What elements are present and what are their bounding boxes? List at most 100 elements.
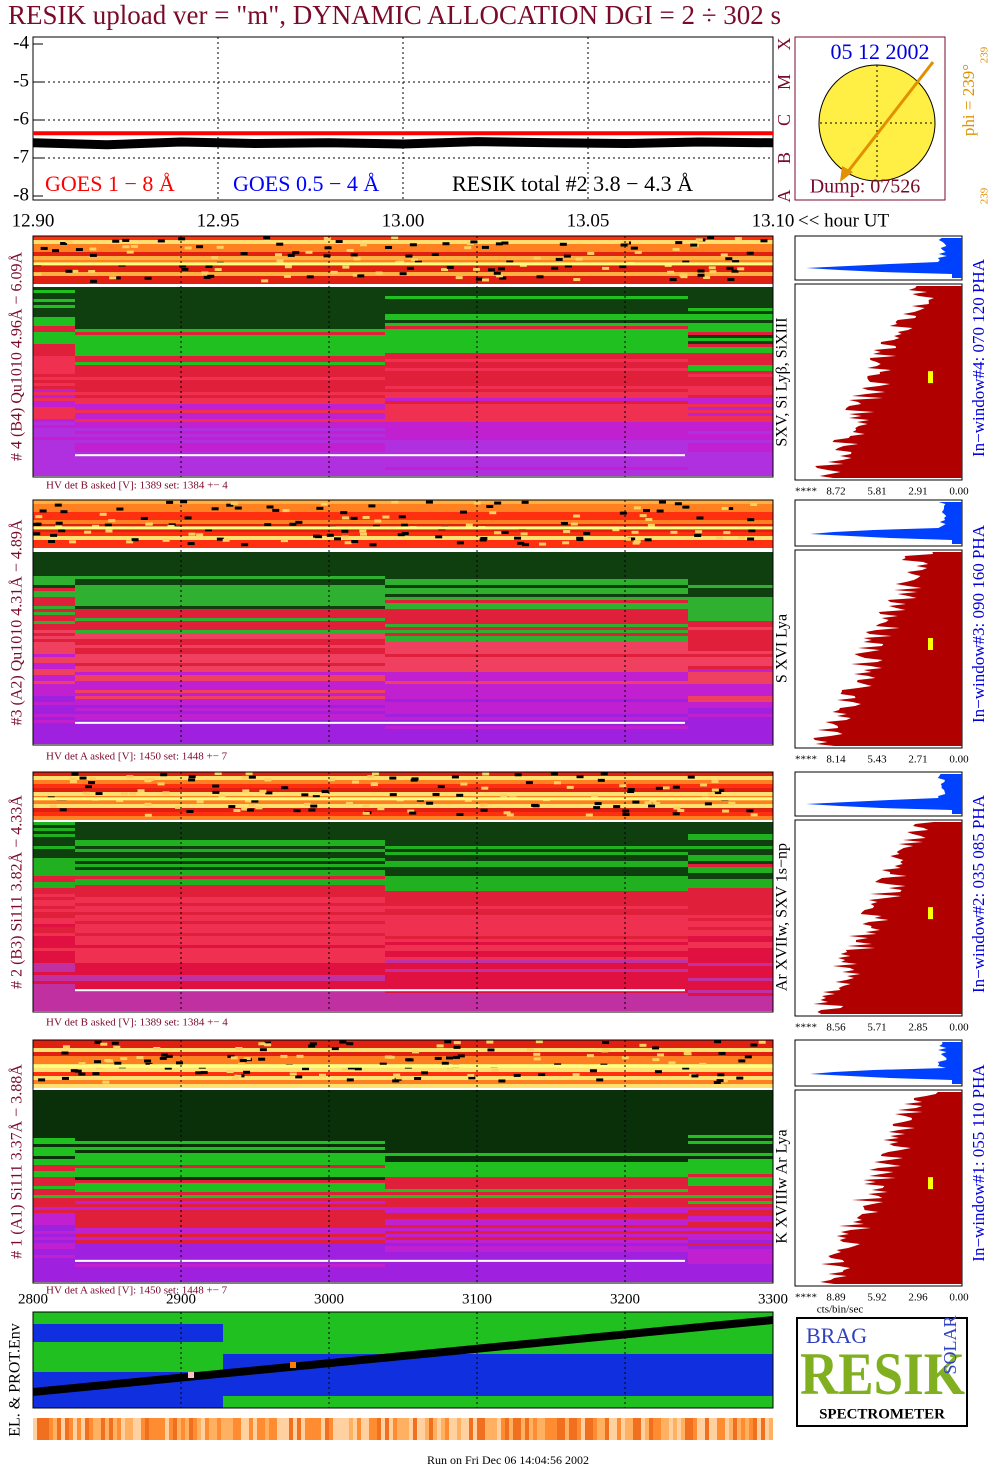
spectrogram-row [688,401,773,404]
spectrogram-row [33,609,75,612]
noise-cell [550,772,558,776]
spectrogram-row [33,455,75,458]
spectrogram-row [75,843,385,846]
spectrogram-row [75,395,385,398]
count-stripe [653,1418,657,1440]
spectrogram-row [385,320,688,323]
spectrogram-row [33,449,75,452]
spectrogram-row [688,314,773,317]
spectrogram-row [385,1105,688,1108]
spectrogram-row [385,452,688,455]
count-stripe [457,1418,461,1440]
spectrogram-row [33,314,75,317]
spectrogram-row [688,1222,773,1225]
count-stripe [665,1418,669,1440]
spectrogram-row [385,831,688,834]
x-tick-label: 13.05 [567,210,610,231]
spectrogram-row [33,561,75,564]
env-row [33,1357,223,1360]
spectrogram-row [33,906,75,909]
spectrogram-row [688,1207,773,1210]
spectrogram-row [75,669,385,672]
count-stripe [697,1418,701,1440]
spectrogram-row [75,879,385,882]
logo-name: SPECTROMETER [819,1406,945,1422]
noise-cell [441,1061,449,1065]
count-stripe [317,1418,321,1440]
spectrogram-row [33,392,75,395]
noise-band [33,276,773,280]
spectrogram-row [75,1261,385,1264]
spectrogram-row [75,720,385,723]
spectrogram-row [385,1162,688,1165]
spectrogram-row [688,669,773,672]
noise-cell [737,267,745,271]
spectrogram-row [688,1120,773,1123]
count-stripe [609,1418,613,1440]
spectrogram-row [33,852,75,855]
count-stripe [333,1418,337,1440]
spectrogram-row [75,431,385,434]
spectrogram-row [385,576,688,579]
spectrogram-row [75,594,385,597]
noise-cell [116,799,124,803]
spectrogram-row [385,1198,688,1201]
noise-cell [216,245,224,249]
spectrogram-row [75,317,385,320]
spectrogram-row [75,1168,385,1171]
noise-cell [258,1057,266,1061]
spectrogram-row [385,879,688,882]
spectrogram-row [75,1135,385,1138]
spectrogram-row [688,594,773,597]
noise-cell [412,1050,420,1054]
noise-cell [245,799,253,803]
spectrogram-row [688,849,773,852]
env-row [33,1399,223,1402]
noise-cell [310,804,318,808]
spectrogram-row [688,981,773,984]
count-stripe [41,1418,45,1440]
pha-tick-label: 8.56 [826,1022,846,1034]
spectrogram-row [75,401,385,404]
noise-cell [500,794,508,798]
spectrogram-row [75,972,385,975]
noise-cell [35,515,43,519]
noise-cell [481,786,489,790]
spectrogram-row [688,906,773,909]
noise-cell [331,1047,339,1051]
spectrogram-row [75,942,385,945]
spectrogram-row [75,1276,385,1279]
count-stripe [305,1418,309,1440]
noise-cell [126,775,134,779]
spectrogram-row [385,389,688,392]
spectrogram-row [688,1117,773,1120]
noise-cell [184,516,192,520]
spectrogram-row [385,618,688,621]
noise-cell [239,1058,247,1062]
spectrogram-row [688,419,773,422]
spectrogram-row [33,699,75,702]
noise-cell [283,274,291,278]
x-tick-label: 12.95 [197,210,240,231]
noise-cell [748,529,756,533]
spectrogram-row [33,909,75,912]
noise-cell [494,501,502,505]
noise-cell [78,1062,86,1066]
spectrogram-row [385,1123,688,1126]
spectrogram-row [688,1243,773,1246]
noise-cell [533,1057,541,1061]
spectrogram-row [385,591,688,594]
count-stripe [493,1418,497,1440]
noise-cell [683,1051,691,1055]
noise-cell [61,1051,69,1055]
spectrogram-row [688,350,773,353]
spectrogram-row [688,720,773,723]
spectrogram-row [385,470,688,473]
spectrogram-row [385,383,688,386]
count-stripe [749,1418,753,1440]
count-stripe [213,1418,217,1440]
noise-cell [241,775,249,779]
noise-cell [92,524,100,528]
spectrogram-row [75,1171,385,1174]
noise-band [33,256,773,260]
